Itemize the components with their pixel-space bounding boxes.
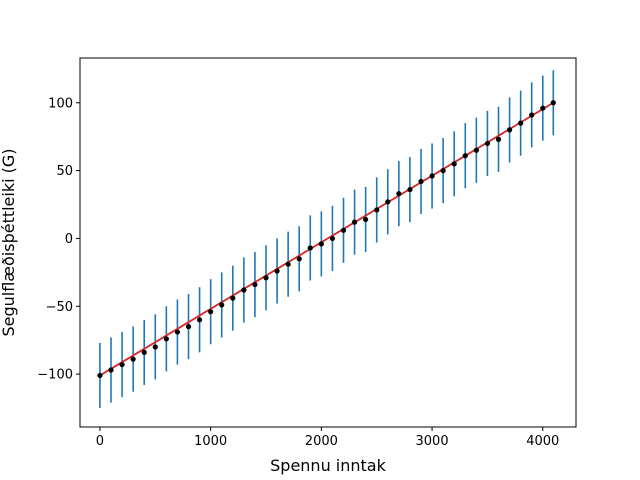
x-tick-label: 4000 <box>526 434 559 449</box>
x-axis-ticks: 0 1000 2000 3000 4000 <box>96 427 559 449</box>
x-tick-label: 0 <box>96 434 104 449</box>
data-point <box>473 147 479 153</box>
y-axis-label: Segulflæðisþéttleiki (G) <box>0 148 18 336</box>
data-point <box>296 256 302 262</box>
data-point <box>163 336 169 342</box>
y-tick-label: −100 <box>37 368 73 383</box>
data-point <box>307 245 313 251</box>
y-tick-label: 100 <box>48 96 73 111</box>
data-point <box>252 281 258 288</box>
data-point <box>274 268 280 274</box>
data-point <box>152 344 158 350</box>
data-point <box>385 199 391 205</box>
data-point <box>462 153 468 159</box>
data-point <box>196 317 203 323</box>
data-point <box>208 309 214 315</box>
data-point <box>440 167 446 174</box>
data-point <box>185 324 192 330</box>
y-tick-label: 0 <box>65 232 73 247</box>
data-point <box>351 219 358 225</box>
data-point <box>550 100 556 106</box>
y-tick-label: −50 <box>46 300 73 315</box>
data-point <box>484 140 491 147</box>
data-point <box>506 127 513 133</box>
data-point <box>429 173 435 179</box>
data-point <box>451 161 457 167</box>
plot-frame <box>79 57 577 428</box>
data-point <box>97 372 103 379</box>
y-axis-ticks: −100 −50 0 50 100 <box>37 96 80 383</box>
data-point <box>529 112 535 118</box>
data-point <box>108 367 114 373</box>
data-point <box>418 178 424 185</box>
data-point <box>396 191 402 197</box>
data-points <box>97 100 556 379</box>
data-point <box>219 302 225 308</box>
x-tick-label: 2000 <box>305 434 338 449</box>
data-point <box>518 120 524 126</box>
data-point <box>318 241 324 247</box>
data-point <box>285 261 291 267</box>
data-point <box>495 136 502 142</box>
data-point <box>141 349 147 355</box>
data-point <box>230 295 236 301</box>
data-point <box>130 356 136 362</box>
x-tick-label: 1000 <box>194 434 227 449</box>
data-point <box>374 207 380 213</box>
data-point <box>540 105 546 111</box>
data-point <box>174 329 181 335</box>
y-tick-label: 50 <box>56 164 73 179</box>
data-point <box>329 235 336 242</box>
data-point <box>363 216 369 223</box>
data-point <box>407 186 413 193</box>
data-point <box>263 275 269 281</box>
data-point <box>340 227 347 233</box>
data-point <box>241 287 247 293</box>
x-axis-label: Spennu inntak <box>270 456 386 475</box>
data-point <box>119 361 125 368</box>
x-tick-label: 3000 <box>416 434 449 449</box>
